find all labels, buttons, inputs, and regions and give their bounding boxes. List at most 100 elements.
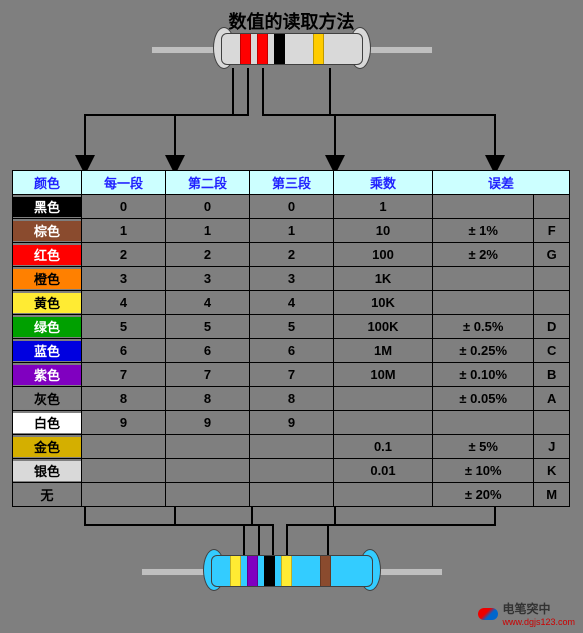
col-header: 乘数 xyxy=(334,171,433,195)
value-cell: 5 xyxy=(250,315,334,339)
code-cell xyxy=(534,411,570,435)
resistor-5band xyxy=(211,555,373,587)
col-header: 第三段 xyxy=(250,171,334,195)
table-row: 红色222100± 2%G xyxy=(13,243,570,267)
watermark-logo-icon xyxy=(478,608,498,620)
value-cell: 9 xyxy=(82,411,166,435)
value-cell: 1 xyxy=(250,219,334,243)
value-cell: 4 xyxy=(166,291,250,315)
col-header: 第二段 xyxy=(166,171,250,195)
value-cell: 9 xyxy=(250,411,334,435)
code-cell xyxy=(534,195,570,219)
value-cell: 0 xyxy=(166,195,250,219)
value-cell: 10K xyxy=(334,291,433,315)
color-code-table: 颜色每一段第二段第三段乘数误差 黑色0001棕色11110± 1%F红色2221… xyxy=(12,170,570,507)
value-cell: 8 xyxy=(250,387,334,411)
value-cell xyxy=(334,411,433,435)
band-4 xyxy=(313,34,324,64)
tolerance-cell: ± 0.05% xyxy=(433,387,534,411)
band-5 xyxy=(320,556,331,586)
lead-left xyxy=(141,568,212,576)
value-cell: 4 xyxy=(82,291,166,315)
color-swatch: 黑色 xyxy=(13,197,81,217)
watermark-text: 电笔突中 xyxy=(502,600,575,617)
value-cell xyxy=(334,387,433,411)
value-cell: 0.01 xyxy=(334,459,433,483)
code-cell: J xyxy=(534,435,570,459)
value-cell: 1M xyxy=(334,339,433,363)
color-swatch: 银色 xyxy=(13,461,81,481)
value-cell: 9 xyxy=(166,411,250,435)
resistor-body xyxy=(221,33,363,65)
watermark: 电笔突中 www.dgjs123.com xyxy=(478,600,575,627)
band-2 xyxy=(247,556,258,586)
value-cell: 6 xyxy=(82,339,166,363)
col-header: 误差 xyxy=(433,171,570,195)
tolerance-cell: ± 5% xyxy=(433,435,534,459)
value-cell: 8 xyxy=(166,387,250,411)
color-swatch: 红色 xyxy=(13,245,81,265)
color-swatch: 白色 xyxy=(13,413,81,433)
value-cell: 2 xyxy=(250,243,334,267)
table-row: 无 ± 20%M xyxy=(13,483,570,507)
table-row: 灰色888± 0.05%A xyxy=(13,387,570,411)
lead-right xyxy=(362,46,433,54)
band-1 xyxy=(240,34,251,64)
table-row: 棕色11110± 1%F xyxy=(13,219,570,243)
value-cell xyxy=(250,483,334,507)
table-header-row: 颜色每一段第二段第三段乘数误差 xyxy=(13,171,570,195)
tolerance-cell: ± 0.10% xyxy=(433,363,534,387)
code-cell: M xyxy=(534,483,570,507)
value-cell: 6 xyxy=(250,339,334,363)
code-cell: A xyxy=(534,387,570,411)
code-cell: K xyxy=(534,459,570,483)
code-cell: C xyxy=(534,339,570,363)
tolerance-cell xyxy=(433,267,534,291)
tolerance-cell: ± 0.25% xyxy=(433,339,534,363)
value-cell: 0 xyxy=(82,195,166,219)
value-cell: 7 xyxy=(82,363,166,387)
col-header: 颜色 xyxy=(13,171,82,195)
band-3 xyxy=(264,556,275,586)
tolerance-cell: ± 10% xyxy=(433,459,534,483)
table-row: 金色0.1± 5%J xyxy=(13,435,570,459)
table-body: 黑色0001棕色11110± 1%F红色222100± 2%G橙色3331K黄色… xyxy=(13,195,570,507)
value-cell: 10M xyxy=(334,363,433,387)
value-cell: 0.1 xyxy=(334,435,433,459)
stage: 数值的读取方法 颜色每一段第二段第三段乘数误差 黑色0001棕色11110± 1… xyxy=(0,0,583,633)
color-swatch: 无 xyxy=(13,485,81,505)
table-row: 橙色3331K xyxy=(13,267,570,291)
code-cell xyxy=(534,267,570,291)
value-cell xyxy=(166,435,250,459)
color-swatch: 黄色 xyxy=(13,293,81,313)
tolerance-cell xyxy=(433,291,534,315)
value-cell: 1 xyxy=(334,195,433,219)
value-cell: 100 xyxy=(334,243,433,267)
resistor-body xyxy=(211,555,373,587)
value-cell xyxy=(334,483,433,507)
value-cell: 1K xyxy=(334,267,433,291)
band-3 xyxy=(274,34,285,64)
watermark-url: www.dgjs123.com xyxy=(502,617,575,627)
tolerance-cell xyxy=(433,195,534,219)
value-cell xyxy=(82,435,166,459)
tolerance-cell xyxy=(433,411,534,435)
value-cell: 5 xyxy=(166,315,250,339)
lead-left xyxy=(151,46,222,54)
value-cell: 2 xyxy=(82,243,166,267)
band-4 xyxy=(281,556,292,586)
value-cell xyxy=(250,435,334,459)
code-cell xyxy=(534,291,570,315)
color-swatch: 棕色 xyxy=(13,221,81,241)
color-swatch: 灰色 xyxy=(13,389,81,409)
resistor-4band xyxy=(221,33,363,65)
table-row: 黄色44410K xyxy=(13,291,570,315)
value-cell xyxy=(166,459,250,483)
value-cell xyxy=(82,483,166,507)
table-row: 紫色77710M± 0.10%B xyxy=(13,363,570,387)
band-2 xyxy=(257,34,268,64)
value-cell xyxy=(166,483,250,507)
tolerance-cell: ± 20% xyxy=(433,483,534,507)
value-cell: 7 xyxy=(166,363,250,387)
color-swatch: 紫色 xyxy=(13,365,81,385)
